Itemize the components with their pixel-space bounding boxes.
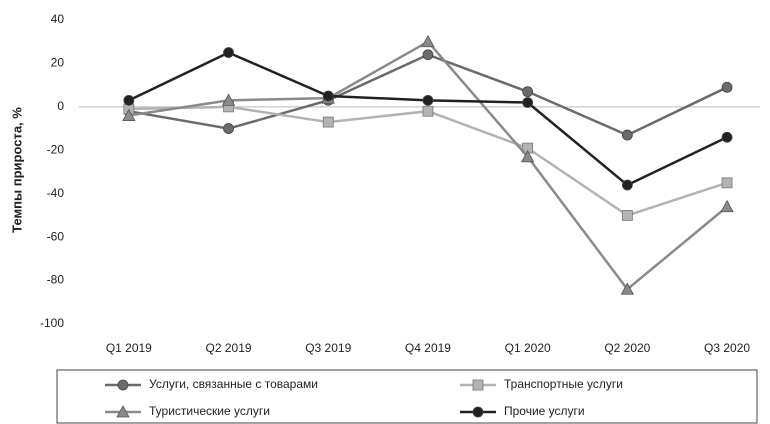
marker (621, 179, 633, 191)
marker (117, 379, 129, 391)
marker (422, 94, 434, 106)
marker (122, 108, 136, 121)
x-tick-label: Q4 2019 (405, 341, 451, 355)
x-tick-label: Q1 2020 (505, 341, 551, 355)
legend-box (56, 369, 758, 424)
y-tick-label: -80 (47, 273, 65, 287)
marker (621, 129, 633, 141)
marker (421, 34, 435, 48)
marker (223, 47, 234, 58)
y-tick-label: -60 (47, 229, 65, 243)
y-tick-label: -100 (40, 316, 64, 330)
y-axis-label: Темпы прироста, % (9, 107, 24, 233)
x-tick-label: Q3 2020 (704, 341, 750, 355)
legend-label: Туристические услуги (149, 404, 270, 418)
marker (721, 177, 733, 189)
marker (322, 116, 334, 128)
marker (721, 81, 733, 93)
y-tick-label: 0 (57, 99, 64, 113)
x-tick-label: Q3 2019 (305, 341, 351, 355)
marker (472, 406, 484, 418)
marker (522, 86, 534, 98)
series-line (128, 51, 728, 187)
series-line (128, 53, 728, 137)
marker (520, 149, 535, 163)
marker (472, 379, 484, 391)
marker (720, 199, 734, 213)
series-line (128, 105, 728, 217)
marker (620, 282, 635, 295)
marker (221, 93, 236, 106)
marker (223, 123, 234, 134)
y-tick-label: 40 (51, 12, 65, 26)
legend-label: Транспортные услуги (504, 377, 623, 391)
y-tick-label: -20 (47, 142, 65, 156)
marker (123, 94, 135, 106)
marker (322, 90, 334, 102)
x-tick-label: Q1 2019 (106, 341, 152, 355)
x-tick-label: Q2 2019 (206, 341, 252, 355)
marker (422, 105, 434, 117)
marker (522, 97, 534, 108)
marker (621, 210, 633, 221)
marker (116, 405, 130, 418)
marker (422, 49, 434, 61)
legend-label: Прочие услуги (504, 404, 585, 418)
y-tick-label: 20 (51, 56, 65, 70)
y-tick-label: -40 (47, 186, 65, 200)
series-line (128, 40, 728, 292)
marker (721, 131, 733, 143)
legend-label: Услуги, связанные с товарами (149, 377, 318, 391)
x-tick-label: Q2 2020 (604, 341, 650, 355)
